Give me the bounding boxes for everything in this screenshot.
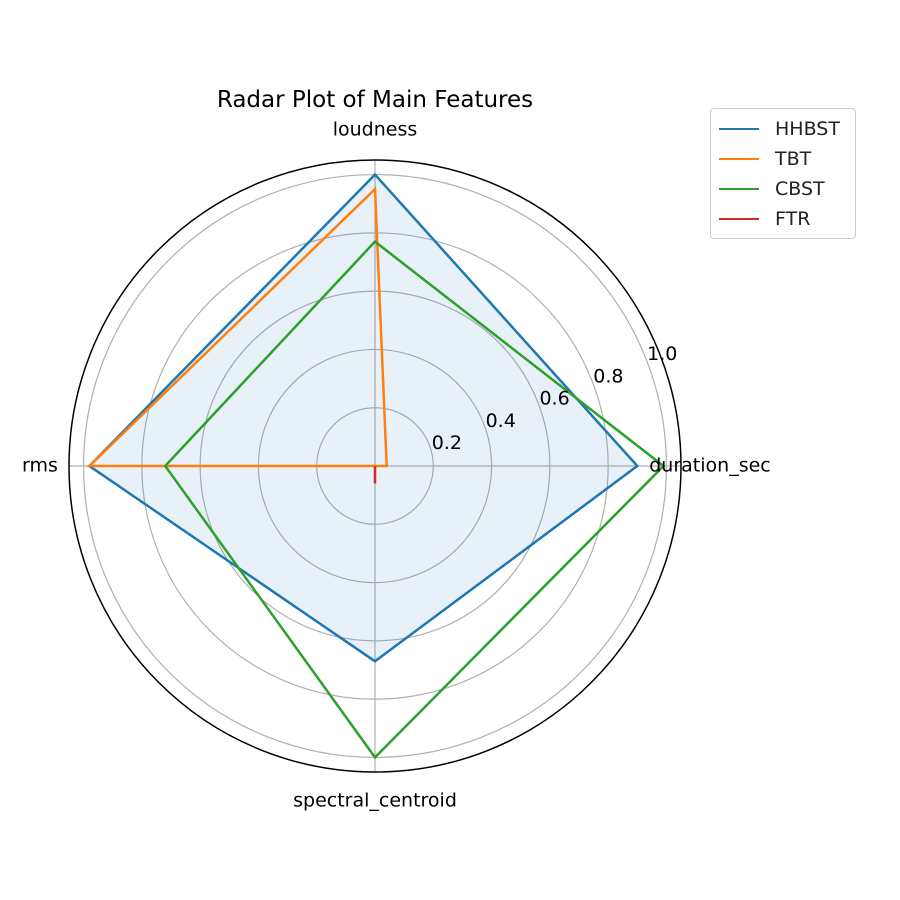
radial-tick-label: 1.0 [647, 343, 677, 365]
radial-tick-label: 0.8 [593, 365, 623, 387]
series-line-cbst [163, 239, 666, 760]
legend-item-hhbst: HHBST [711, 114, 855, 144]
chart-title: Radar Plot of Main Features [217, 87, 533, 113]
axis-label-duration-sec: duration_sec [649, 455, 771, 477]
legend-swatch-cbst [719, 188, 759, 190]
legend: HHBST TBT CBST FTR [710, 108, 856, 239]
series-line-tbt [86, 186, 389, 468]
legend-item-tbt: TBT [711, 144, 855, 174]
legend-swatch-hhbst [719, 128, 759, 130]
series-layer [86, 172, 666, 760]
legend-label: CBST [775, 178, 825, 200]
legend-label: FTR [775, 208, 811, 230]
polar-frame [68, 159, 682, 773]
legend-swatch-ftr [719, 218, 759, 220]
axis-label-rms: rms [22, 455, 58, 477]
legend-item-cbst: CBST [711, 174, 855, 204]
axis-label-spectral-centroid: spectral_centroid [293, 790, 457, 812]
legend-label: TBT [775, 148, 812, 170]
axis-labels: duration_sec loudness rms spectral_centroid… [22, 119, 771, 812]
radial-tick-label: 0.4 [486, 410, 516, 432]
axis-label-loudness: loudness [333, 119, 418, 141]
radial-tick-label: 0.2 [432, 432, 462, 454]
legend-swatch-tbt [719, 158, 759, 160]
radial-tick-label: 0.6 [539, 388, 569, 410]
legend-item-ftr: FTR [711, 204, 855, 234]
series-fill-hhbst [89, 174, 638, 662]
legend-label: HHBST [775, 118, 840, 140]
